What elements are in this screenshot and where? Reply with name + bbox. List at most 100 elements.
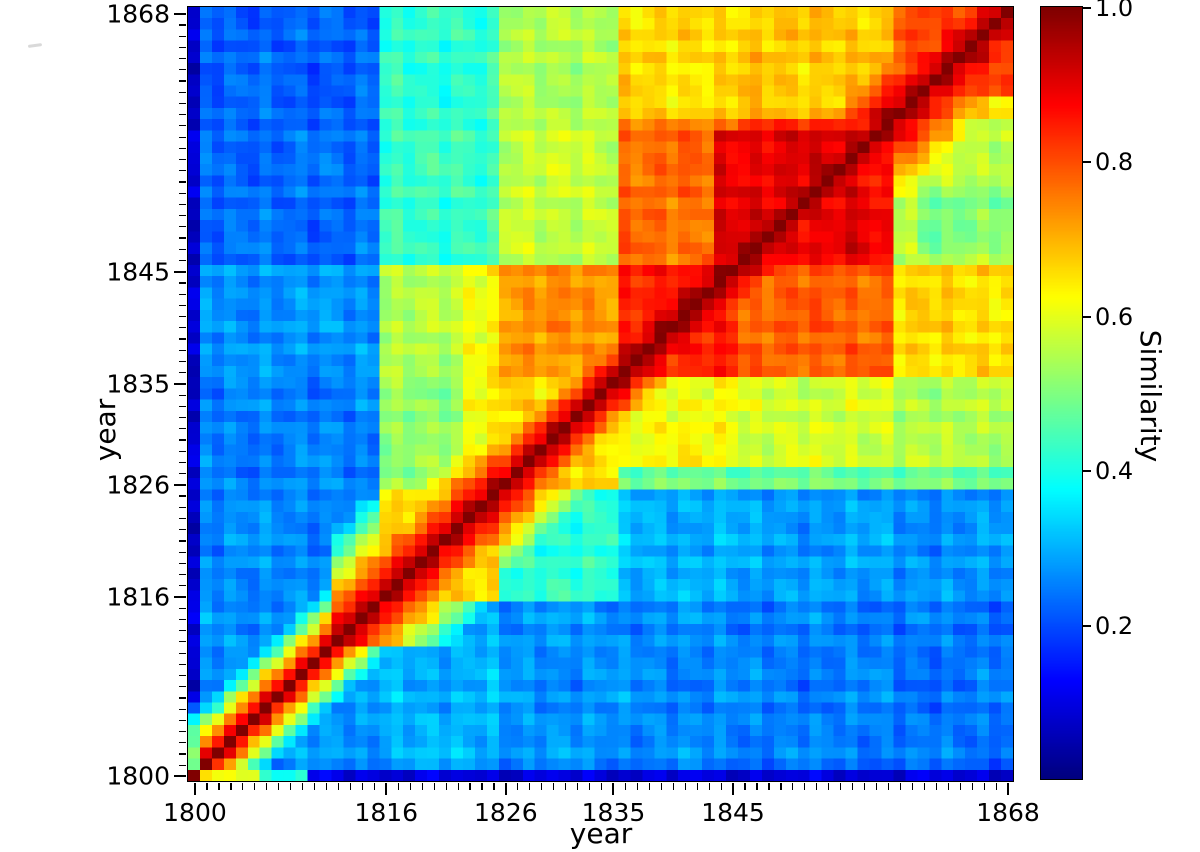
y-minor-tick	[179, 91, 186, 93]
y-minor-tick	[179, 215, 186, 217]
colorbar-tick-label: 0.6	[1095, 302, 1134, 331]
x-minor-tick	[840, 783, 842, 790]
x-minor-tick	[780, 783, 782, 790]
x-minor-tick	[852, 783, 854, 790]
x-minor-tick	[349, 783, 352, 790]
x-minor-tick	[373, 783, 375, 790]
y-minor-tick	[179, 764, 186, 766]
x-minor-tick	[421, 783, 423, 790]
x-major-tick	[732, 783, 735, 795]
y-minor-tick	[179, 540, 186, 542]
x-minor-tick	[828, 783, 830, 790]
y-minor-tick	[179, 158, 186, 161]
y-minor-tick	[179, 731, 186, 733]
x-minor-tick	[529, 783, 531, 790]
x-minor-tick	[409, 783, 411, 790]
colorbar-tick	[1083, 624, 1091, 627]
y-minor-tick	[179, 360, 186, 363]
x-tick-label: 1800	[163, 798, 227, 827]
y-minor-tick	[179, 495, 186, 497]
x-minor-tick	[361, 783, 364, 790]
y-tick-label: 1835	[106, 369, 170, 399]
y-minor-tick	[179, 607, 186, 609]
y-minor-tick	[179, 742, 186, 744]
y-minor-tick	[179, 349, 186, 351]
x-minor-tick	[624, 783, 627, 790]
y-minor-tick	[179, 753, 186, 755]
y-minor-tick	[179, 697, 186, 699]
x-minor-tick	[708, 783, 710, 790]
x-tick-label: 1835	[581, 798, 646, 827]
x-minor-tick	[636, 783, 639, 790]
y-minor-tick	[179, 46, 186, 48]
x-minor-tick	[792, 783, 794, 790]
x-major-tick	[612, 783, 615, 795]
y-major-tick	[174, 483, 186, 486]
x-major-tick	[385, 783, 388, 795]
x-minor-tick	[804, 783, 806, 790]
y-tick-label: 1845	[106, 257, 170, 287]
y-minor-tick	[179, 573, 186, 576]
x-minor-tick	[517, 783, 519, 790]
x-minor-tick	[696, 783, 698, 790]
colorbar-tick	[1083, 161, 1091, 164]
y-major-tick	[174, 12, 186, 15]
colorbar-tick-label: 0.2	[1095, 611, 1134, 640]
y-minor-tick	[179, 686, 186, 688]
y-minor-tick	[179, 372, 186, 374]
y-minor-tick	[179, 517, 186, 520]
y-minor-tick	[179, 192, 186, 194]
y-minor-tick	[179, 562, 186, 564]
x-minor-tick	[206, 783, 208, 790]
x-minor-tick	[326, 783, 328, 790]
colorbar-tick-label: 0.8	[1095, 148, 1134, 177]
y-minor-tick	[179, 69, 186, 71]
x-tick-label: 1868	[976, 798, 1040, 827]
y-minor-tick	[179, 80, 186, 82]
x-minor-tick	[589, 783, 591, 790]
colorbar-label: Similarity	[1134, 329, 1167, 463]
y-minor-tick	[179, 315, 186, 318]
x-minor-tick	[959, 783, 961, 790]
x-minor-tick	[577, 783, 579, 790]
y-tick-label: 1800	[106, 761, 170, 791]
x-axis-label: year	[569, 817, 633, 850]
y-major-tick	[174, 382, 186, 385]
colorbar-tick-label: 0.4	[1095, 457, 1134, 486]
x-major-tick	[504, 783, 507, 795]
y-minor-tick	[179, 147, 186, 149]
y-minor-tick	[179, 114, 186, 116]
y-minor-tick	[179, 416, 186, 419]
colorbar-canvas	[1041, 7, 1082, 779]
x-minor-tick	[684, 783, 686, 790]
y-minor-tick	[179, 203, 186, 205]
x-minor-tick	[887, 783, 890, 790]
x-minor-tick	[230, 783, 232, 790]
y-minor-tick	[179, 181, 186, 183]
y-minor-tick	[179, 529, 186, 531]
y-tick-label: 1816	[106, 582, 170, 612]
x-minor-tick	[302, 783, 304, 790]
x-minor-tick	[278, 783, 280, 790]
x-minor-tick	[565, 783, 567, 790]
x-minor-tick	[756, 783, 758, 790]
y-major-tick	[174, 775, 186, 778]
x-minor-tick	[254, 783, 256, 790]
x-tick-label: 1816	[354, 798, 419, 827]
y-minor-tick	[179, 450, 186, 452]
y-minor-tick	[179, 708, 186, 710]
y-minor-tick	[179, 719, 186, 721]
x-minor-tick	[935, 783, 937, 790]
y-minor-tick	[179, 506, 186, 508]
x-minor-tick	[923, 783, 925, 790]
smudge-artifact	[27, 43, 43, 48]
colorbar-tick-label: 1.0	[1095, 0, 1134, 22]
y-minor-tick	[179, 282, 186, 284]
x-minor-tick	[481, 783, 483, 790]
x-minor-tick	[947, 783, 949, 790]
x-minor-tick	[445, 783, 447, 790]
y-minor-tick	[179, 618, 186, 621]
heatmap-plot	[187, 6, 1014, 782]
x-minor-tick	[433, 783, 435, 790]
